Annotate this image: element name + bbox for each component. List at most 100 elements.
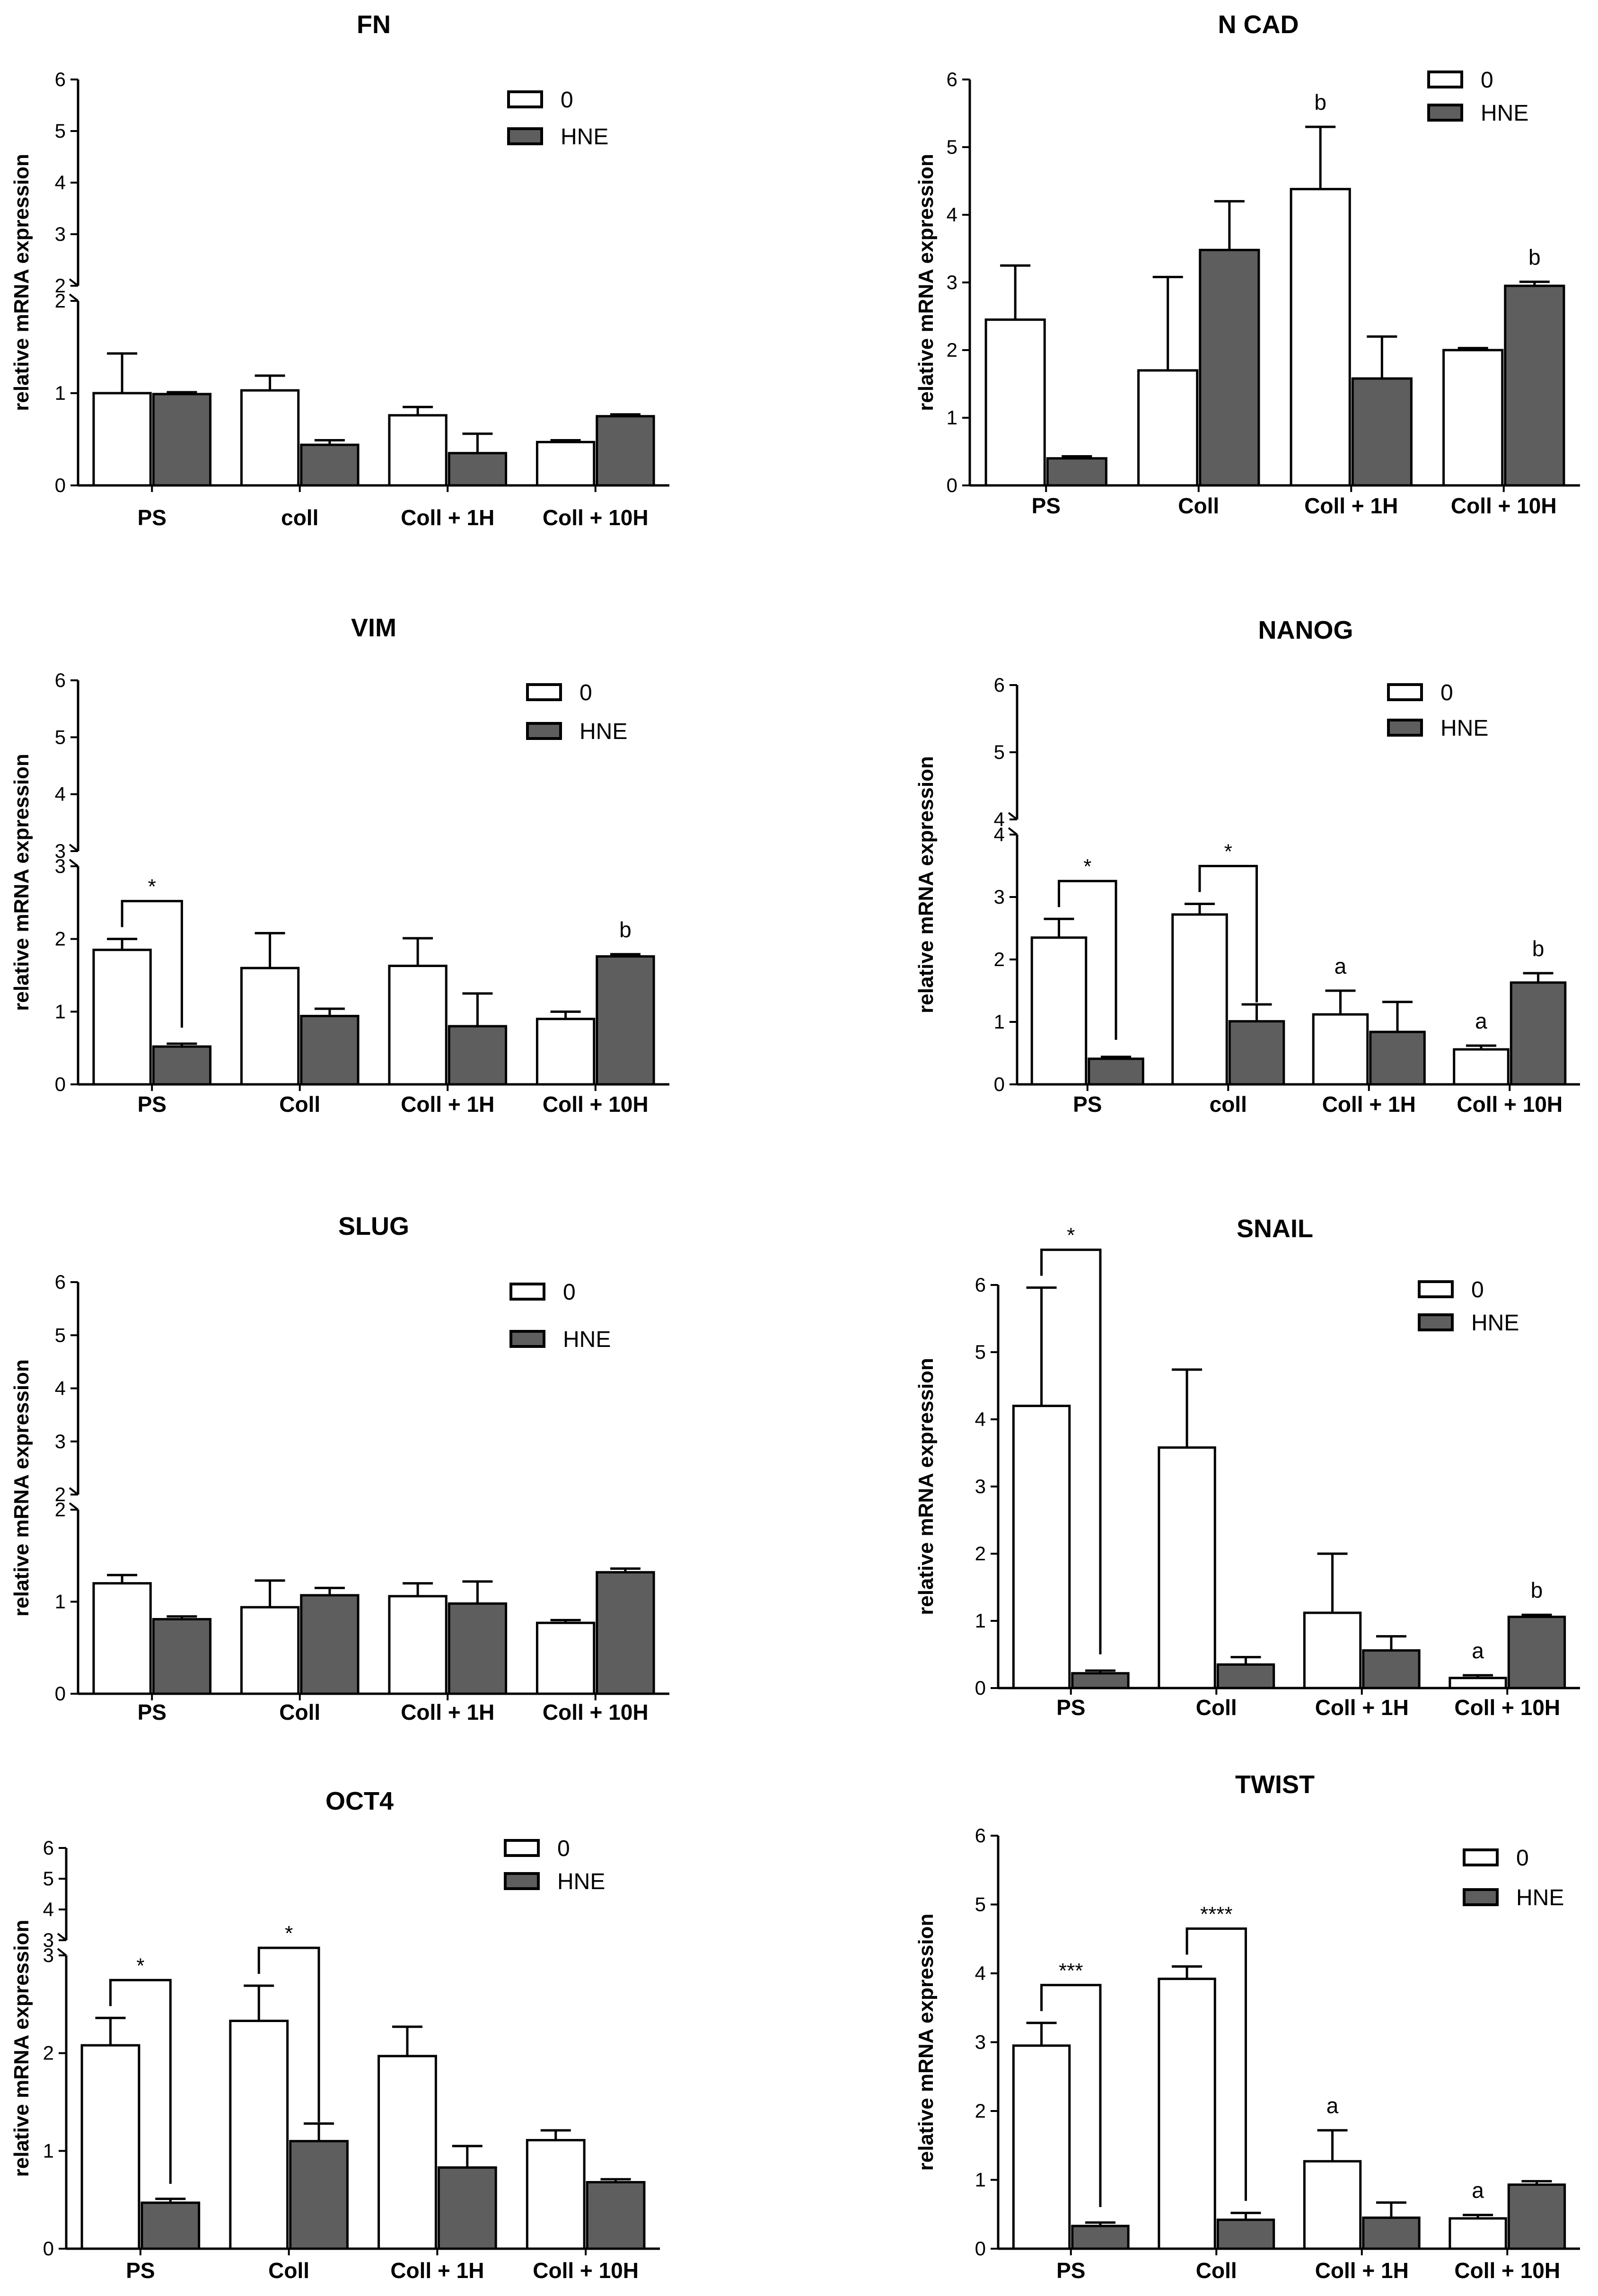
y-tick-label: 1 <box>975 2169 986 2191</box>
bar-control <box>92 949 152 1086</box>
bar-control <box>1012 1405 1071 1689</box>
significance-letter: b <box>1532 936 1545 961</box>
x-tick-label: Coll <box>279 1700 320 1724</box>
y-tick-label: 0 <box>975 1677 986 1699</box>
y-tick-label: 6 <box>947 68 957 90</box>
bar-control <box>240 1606 300 1695</box>
bar-hne <box>1504 284 1565 487</box>
bar-hne <box>1351 377 1413 487</box>
significance-letter: a <box>1472 2178 1484 2203</box>
x-tick-label: Coll + 10H <box>543 505 649 530</box>
y-tick-label: 3 <box>43 1929 54 1951</box>
chart-title: FN <box>357 10 391 39</box>
y-tick-label: 2 <box>55 928 66 950</box>
significance-bracket <box>1040 1249 1102 1654</box>
x-tick-label: PS <box>1073 1092 1102 1117</box>
significance-bracket <box>1198 865 1258 1003</box>
y-tick-label: 3 <box>43 1944 54 1966</box>
chart-panel-n-cad: N CAD relative mRNA expression 0 1 2 3 4 5 6 PS Co… <box>914 10 1580 518</box>
y-axis-label: relative mRNA expression <box>914 1358 938 1615</box>
bar-hne <box>596 955 655 1086</box>
y-tick-label: 3 <box>55 1430 66 1452</box>
y-tick-label: 0 <box>947 474 957 496</box>
chart-title: VIM <box>351 614 396 642</box>
bar-hne <box>1071 1672 1130 1689</box>
y-tick-label: 6 <box>55 68 66 90</box>
bar-control <box>1137 369 1199 487</box>
legend-swatch-hne <box>509 1330 545 1348</box>
axis-break-mark <box>57 1933 67 1941</box>
y-tick-label: 0 <box>55 1682 66 1705</box>
x-tick-label: PS <box>138 505 167 530</box>
chart-panel-vim: VIM relative mRNA expression 0 1 2 33 4 5 6 PS Col… <box>10 614 669 1117</box>
significance-bracket <box>1057 880 1117 1040</box>
bar-hne <box>300 1594 360 1695</box>
y-axis-label: relative mRNA expression <box>10 1359 33 1617</box>
x-tick-label: Coll + 10H <box>543 1700 649 1724</box>
legend-label-control: 0 <box>579 680 592 705</box>
x-tick-label: PS <box>1056 2258 1085 2283</box>
legend-swatch-hne <box>1418 1313 1454 1331</box>
y-tick-label: 3 <box>55 840 66 862</box>
bar-hne <box>1510 981 1567 1086</box>
axis-break-mark <box>69 859 79 867</box>
bar-control <box>1312 1013 1369 1086</box>
y-tick-label: 6 <box>55 1271 66 1293</box>
bar-control <box>1449 1677 1507 1689</box>
y-tick-label: 2 <box>43 2042 54 2064</box>
legend-label-control: 0 <box>1440 680 1453 705</box>
y-tick-label: 1 <box>55 1591 66 1613</box>
significance-bracket <box>1040 1984 1102 2207</box>
bar-hne <box>152 1045 212 1086</box>
significance-letter: a <box>1335 954 1347 978</box>
x-tick-label: Coll + 1H <box>1322 1092 1416 1117</box>
legend-swatch-hne <box>1463 1888 1499 1906</box>
x-tick-label: Coll + 1H <box>390 2258 484 2283</box>
legend-label-hne: HNE <box>557 1869 605 1894</box>
bar-control <box>536 440 596 487</box>
legend-swatch-control <box>526 683 562 701</box>
chart-panel-nanog: NANOG relative mRNA expression 0 1 2 3 44 5 6 PS c… <box>914 616 1580 1117</box>
bar-hne <box>1046 457 1107 487</box>
chart-title: SLUG <box>338 1212 409 1240</box>
legend-label-hne: HNE <box>579 719 627 744</box>
y-tick-label: 5 <box>975 1341 986 1363</box>
y-tick-label: 3 <box>994 886 1005 908</box>
y-tick-label: 6 <box>975 1274 986 1296</box>
y-tick-label: 5 <box>975 1893 986 1916</box>
y-tick-label: 3 <box>975 1475 986 1497</box>
y-tick-label: 4 <box>55 783 66 805</box>
legend-swatch-hne <box>1387 719 1423 737</box>
bar-hne <box>289 2140 349 2250</box>
y-tick-label: 5 <box>947 136 957 158</box>
significance-letter: a <box>1472 1638 1484 1663</box>
y-tick-label: 2 <box>55 290 66 312</box>
legend-label-hne: HNE <box>1440 716 1488 741</box>
x-tick-label: Coll <box>279 1092 320 1117</box>
y-axis-label: relative mRNA expression <box>914 756 938 1013</box>
significance-letter: b <box>1528 245 1541 270</box>
y-tick-label: 4 <box>55 1377 66 1399</box>
bar-control <box>1453 1048 1510 1086</box>
x-tick-label: Coll + 10H <box>543 1092 649 1117</box>
bar-hne <box>596 415 655 487</box>
bar-hne <box>1071 2225 1130 2250</box>
y-tick-label: 4 <box>947 203 957 226</box>
bar-control <box>240 967 300 1086</box>
legend-swatch-control <box>1418 1280 1454 1298</box>
x-tick-label: Coll <box>1196 1695 1237 1720</box>
bar-hne <box>1088 1057 1144 1086</box>
y-tick-label: 3 <box>947 271 957 293</box>
y-tick-label: 5 <box>55 726 66 748</box>
legend-label-hne: HNE <box>1481 101 1528 126</box>
y-tick-label: 3 <box>55 223 66 245</box>
significance-letter: a <box>1326 2094 1339 2118</box>
legend-label-control: 0 <box>561 88 573 113</box>
significance-stars: * <box>1067 1224 1075 1247</box>
x-tick-label: Coll <box>1196 2258 1237 2283</box>
y-tick-label: 6 <box>43 1837 54 1859</box>
y-tick-label: 1 <box>975 1610 986 1632</box>
y-axis-label: relative mRNA expression <box>10 1920 33 2177</box>
x-tick-label: Coll + 1H <box>1304 493 1398 518</box>
